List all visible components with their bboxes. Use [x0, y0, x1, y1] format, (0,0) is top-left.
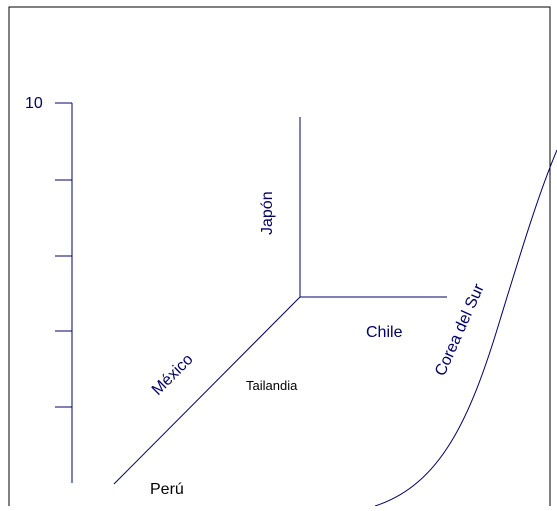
label-thailand: Tailandia: [246, 378, 298, 393]
label-korea: Corea del Sur: [432, 281, 488, 379]
label-chile: Chile: [366, 324, 403, 341]
label-mexico: México: [149, 351, 197, 399]
scale-label-top: 10: [25, 95, 43, 112]
label-peru: Perú: [150, 481, 184, 498]
frame-border: [9, 7, 550, 506]
label-japan: Japón: [259, 191, 276, 235]
